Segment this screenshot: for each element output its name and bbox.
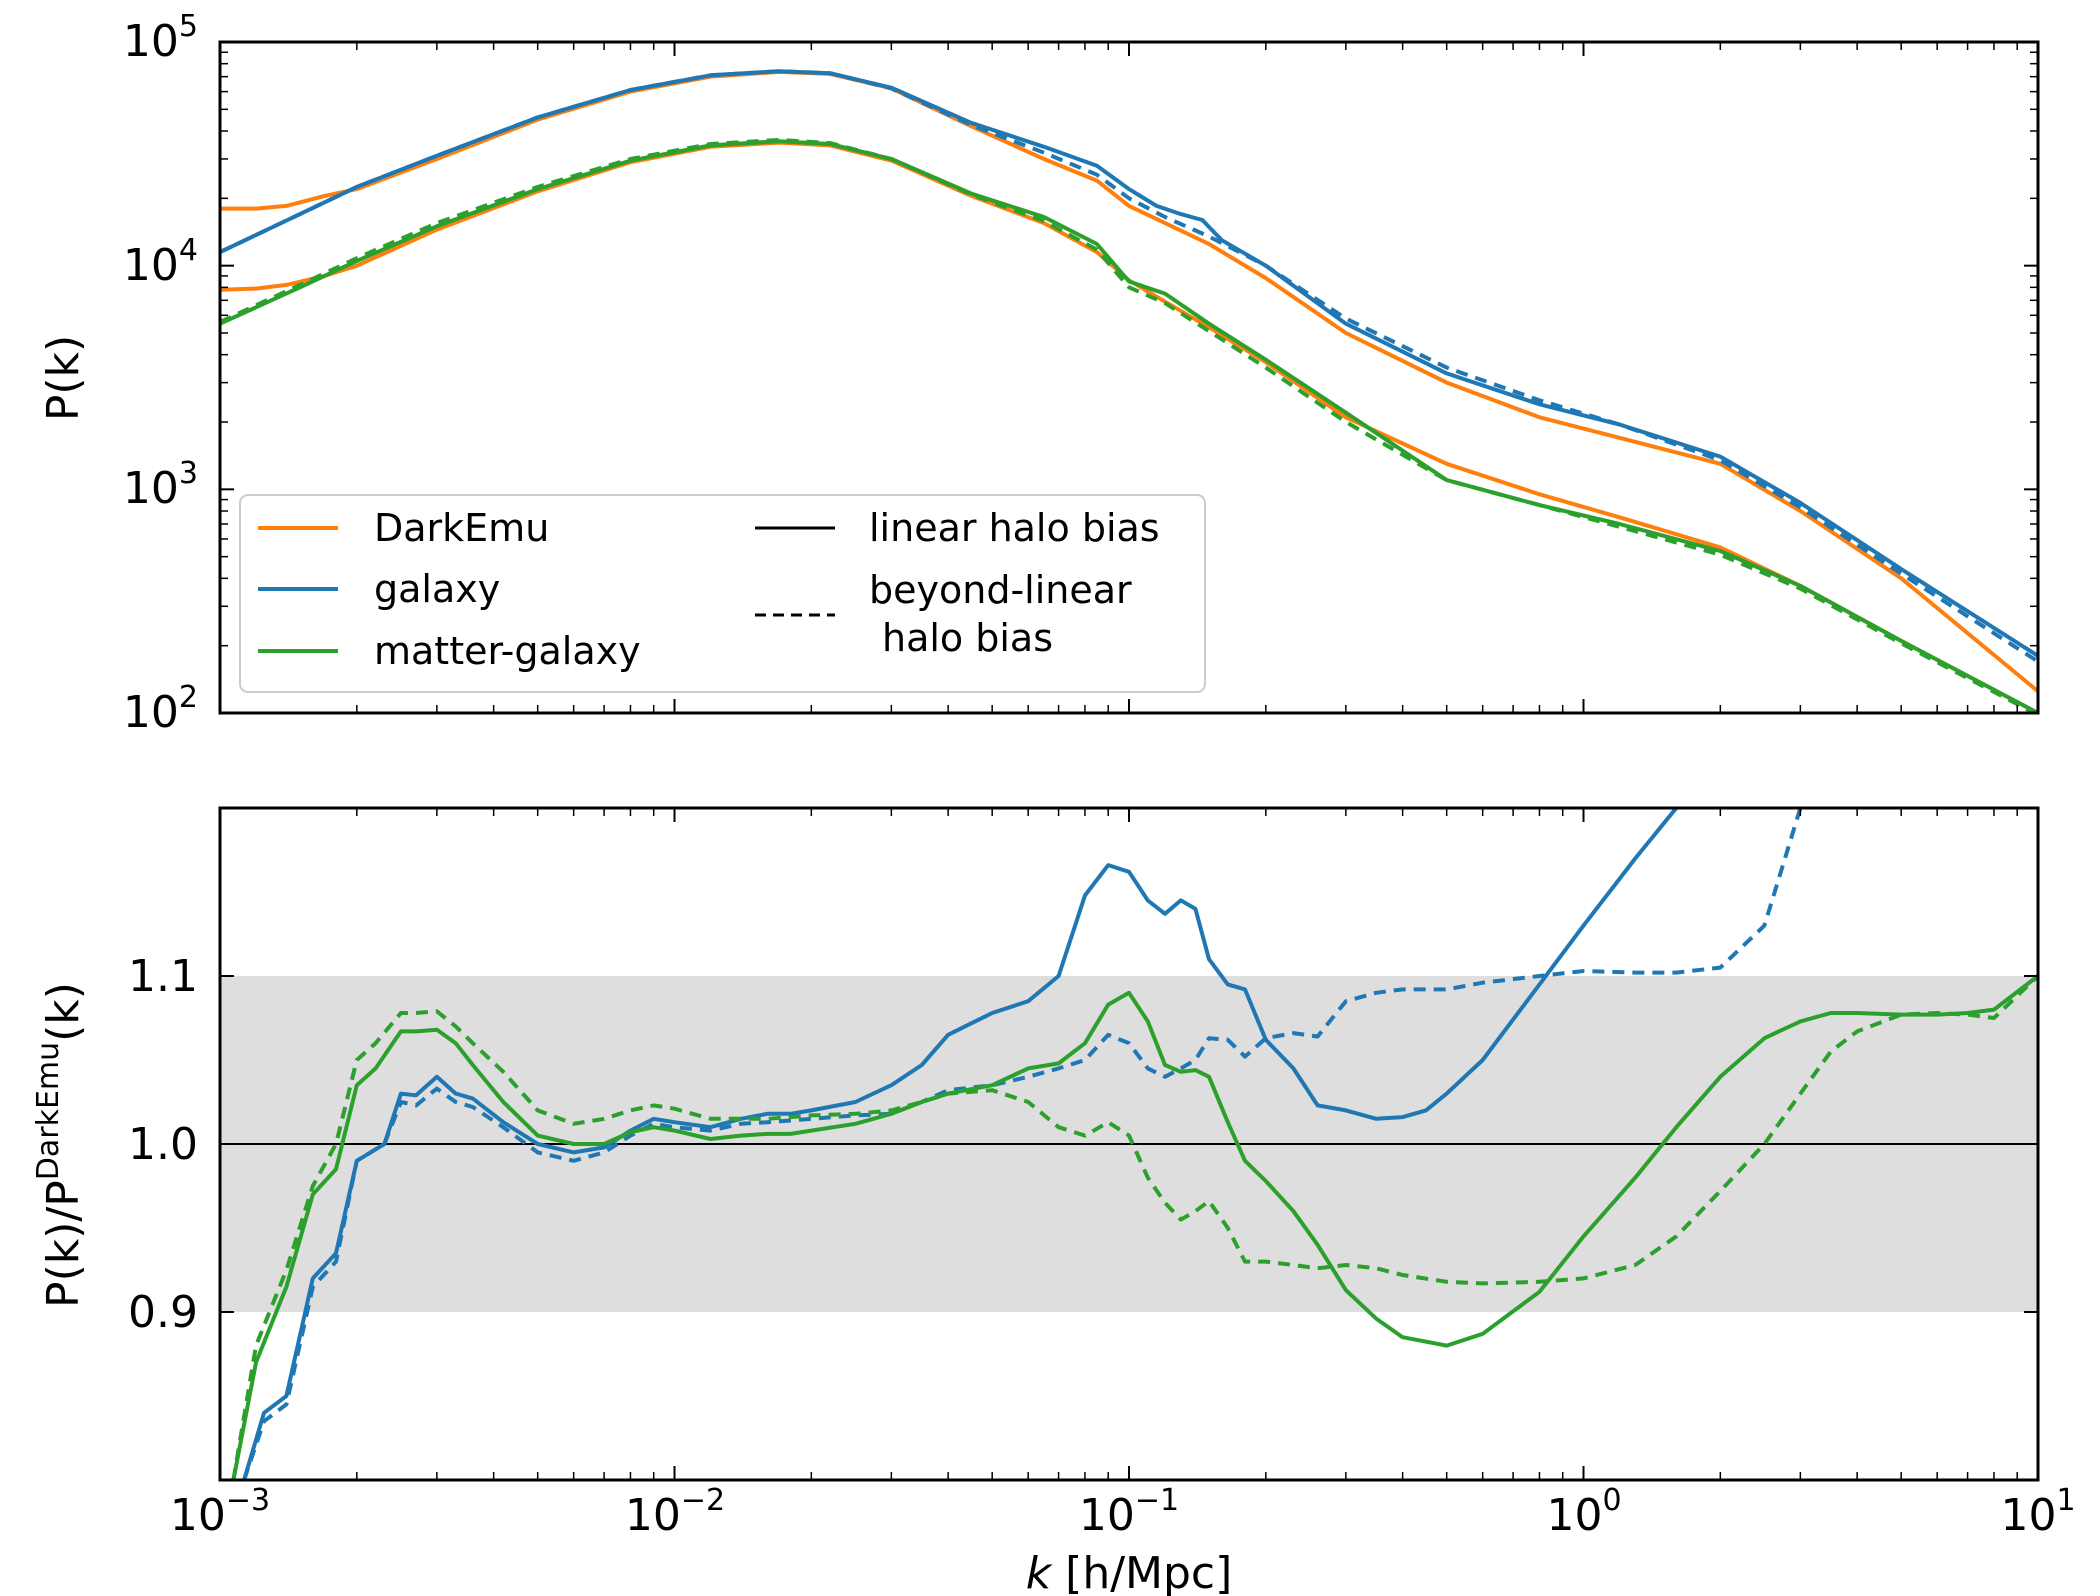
legend-label-galaxy: galaxy [374, 567, 500, 611]
top-y-axis-label: P(k) [38, 335, 89, 421]
xtick-label: 10−1 [1079, 1483, 1179, 1541]
series-line-DarkEmu-solid [220, 69, 2038, 693]
legend-label-linear-halo-bias: linear halo bias [869, 506, 1160, 550]
bottom-ytick-label: 1.0 [128, 1119, 198, 1170]
series-line-matter-galaxy-solid [220, 139, 2038, 713]
legend-label-beyond-linear: beyond-linear [869, 568, 1132, 612]
xtick-label: 10−3 [170, 1483, 270, 1541]
legend-label-darkemu: DarkEmu [374, 506, 549, 550]
xtick-label: 101 [2000, 1483, 2075, 1541]
bottom-ytick-label: 1.1 [128, 951, 198, 1002]
bottom-panel: 0.9 1.0 1.1 P(k)/PDarkEmu(k) 10−3 10−2 1… [31, 806, 2076, 1596]
legend: DarkEmu galaxy matter-galaxy linear halo… [239, 494, 1206, 693]
top-tick-marks [219, 41, 2039, 714]
legend-label-halo-bias: halo bias [882, 616, 1053, 660]
top-ytick-label: 103 [123, 456, 198, 514]
top-panel: 102 103 104 105 P(k) DarkEmu galaxy matt… [38, 9, 2040, 738]
top-ytick-label: 105 [123, 9, 198, 67]
series-line-matter-galaxy-dashed [220, 137, 2038, 713]
bottom-tick-marks [219, 808, 2039, 1480]
bottom-y-axis-label: P(k)/PDarkEmu(k) [31, 982, 89, 1308]
series-line-galaxy-dashed [242, 808, 1803, 1480]
bottom-ytick-label: 0.9 [128, 1287, 198, 1338]
series-line-matter-galaxy-dashed [231, 974, 2038, 1480]
top-ytick-label: 104 [123, 233, 198, 291]
x-axis-label: k [h/Mpc] [1026, 1548, 1233, 1596]
xtick-label: 10−2 [625, 1483, 725, 1541]
legend-box [239, 494, 1206, 693]
legend-label-matter-galaxy: matter-galaxy [374, 629, 641, 673]
series-line-galaxy-solid [242, 808, 1678, 1480]
bottom-series-group [231, 808, 2038, 1480]
series-line-matter-galaxy-solid [231, 974, 2038, 1480]
series-line-DarkEmu-solid [220, 140, 2038, 713]
top-series-group [220, 69, 2038, 713]
xtick-label: 100 [1546, 1483, 1621, 1541]
series-line-galaxy-dashed [220, 69, 2038, 664]
top-ytick-label: 102 [123, 680, 198, 738]
